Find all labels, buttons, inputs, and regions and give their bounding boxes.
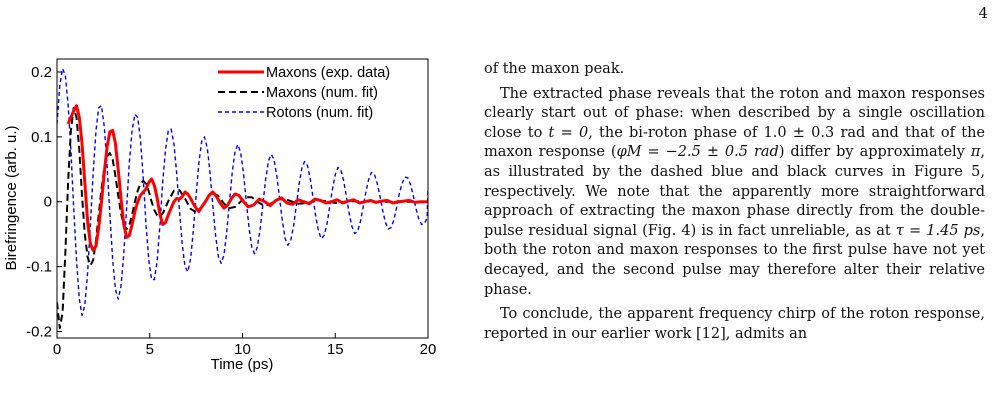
page-number: 4 bbox=[978, 4, 988, 22]
y-tick-label: 0.2 bbox=[31, 64, 52, 81]
figure-5: 0 5 10 15 20 -0.2 -0.1 0 0.1 0.2 Maxons (exp. dat… bbox=[0, 52, 446, 386]
series-line-2 bbox=[57, 68, 428, 316]
y-tick-label: 0 bbox=[44, 194, 52, 211]
x-tick-label: 0 bbox=[53, 341, 61, 358]
x-tick-label: 10 bbox=[234, 341, 251, 358]
legend-label-0: Maxons (exp. data) bbox=[266, 65, 390, 81]
x-axis-label: Time (ps) bbox=[211, 356, 274, 373]
paragraph-3: To conclude, the apparent frequency chir… bbox=[484, 306, 985, 342]
x-tick-label: 20 bbox=[420, 341, 437, 358]
y-tick-label: -0.2 bbox=[26, 324, 52, 341]
x-tick-label: 5 bbox=[146, 341, 154, 358]
birefringence-chart: 0 5 10 15 20 -0.2 -0.1 0 0.1 0.2 Maxons (exp. dat… bbox=[3, 58, 437, 373]
legend-label-2: Rotons (num. fit) bbox=[266, 105, 373, 121]
legend-label-1: Maxons (num. fit) bbox=[266, 85, 378, 101]
paragraph-1: of the maxon peak. bbox=[484, 61, 625, 77]
y-axis-label: Birefringence (arb. u.) bbox=[3, 125, 20, 270]
paragraph-2: The extracted phase reveals that the rot… bbox=[484, 85, 985, 298]
y-tick-label: 0.1 bbox=[31, 129, 52, 146]
series-line-1 bbox=[57, 106, 428, 330]
x-tick-label: 15 bbox=[327, 341, 344, 358]
y-tick-label: -0.1 bbox=[26, 259, 52, 276]
legend: Maxons (exp. data) Maxons (num. fit) Roton… bbox=[218, 65, 390, 121]
series-line-0 bbox=[66, 104, 428, 252]
body-text-column: of the maxon peak. The extracted phase r… bbox=[484, 60, 985, 344]
